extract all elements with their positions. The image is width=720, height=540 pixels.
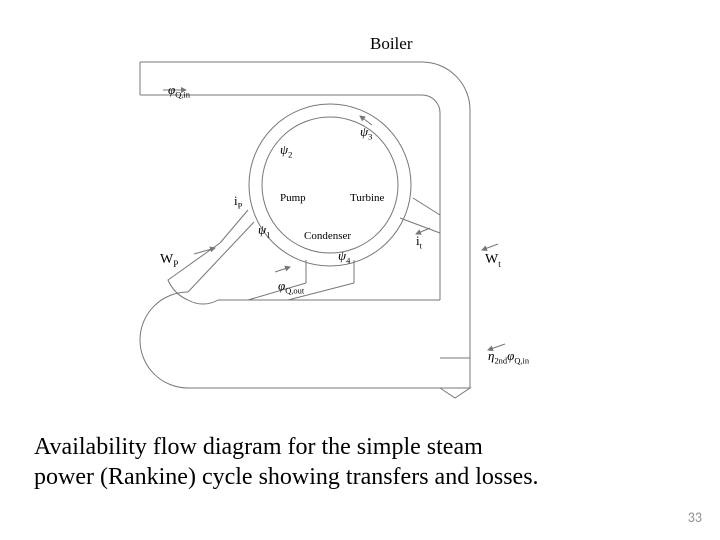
- boiler-title: Boiler: [370, 34, 413, 54]
- it-symbol: it: [416, 233, 422, 251]
- psi1-symbol: ψ1: [258, 222, 270, 240]
- eta_out-symbol: η2ndφQ,in: [488, 348, 529, 366]
- Wt-symbol: Wt: [485, 252, 501, 269]
- psi3-symbol: ψ3: [360, 124, 372, 142]
- psi4-symbol: ψ4: [338, 248, 350, 266]
- caption-line1: Availability flow diagram for the simple…: [34, 434, 483, 460]
- pump-label: Pump: [280, 192, 306, 204]
- turbine-label: Turbine: [350, 192, 384, 204]
- caption-line2: power (Rankine) cycle showing transfers …: [34, 464, 539, 490]
- phi_q_in-symbol: φQ,in: [168, 82, 190, 100]
- Wp-symbol: WP: [160, 252, 178, 269]
- ip-symbol: iP: [234, 193, 242, 211]
- caption: Availability flow diagram for the simple…: [34, 432, 694, 492]
- phi_q_out-symbol: φQ,out: [278, 278, 304, 296]
- page-number: 33: [688, 509, 702, 526]
- psi2-symbol: ψ2: [280, 142, 292, 160]
- condenser-label: Condenser: [304, 230, 351, 242]
